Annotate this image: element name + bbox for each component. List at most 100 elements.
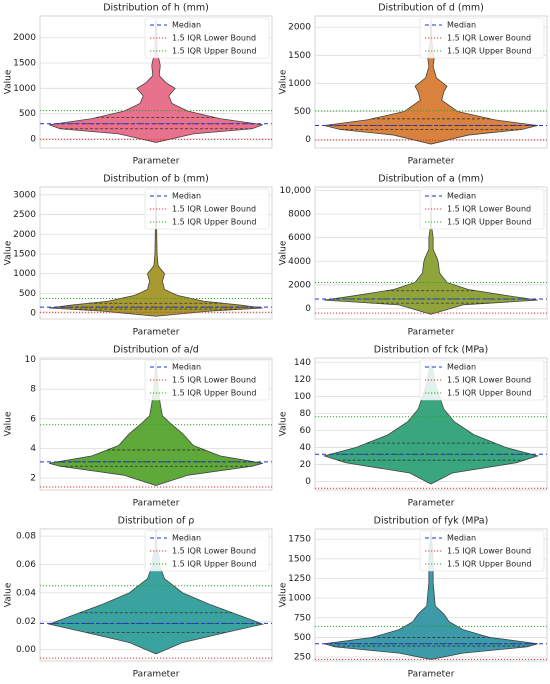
chart-title: Distribution of d (mm) [378, 3, 484, 14]
chart-title: Distribution of h (mm) [103, 3, 209, 14]
y-axis-label: Value [4, 582, 14, 607]
legend-label: 1.5 IQR Lower Bound [447, 34, 531, 43]
plot-frame [39, 15, 273, 149]
legend-label: 1.5 IQR Upper Bound [172, 389, 256, 398]
x-axis-label: Parameter [408, 157, 455, 167]
y-tick-label: 1250 [288, 574, 311, 584]
legend-label: Median [172, 21, 201, 30]
chart-title: Distribution of a (mm) [378, 174, 483, 185]
y-tick-label: 3000 [13, 190, 36, 200]
legend-label: 1.5 IQR Upper Bound [172, 560, 256, 569]
legend-box [144, 188, 270, 230]
x-axis-label: Parameter [408, 328, 455, 338]
y-tick-label: 4000 [288, 257, 311, 267]
y-axis-label: Value [4, 240, 14, 265]
y-tick-label: 2500 [13, 210, 36, 220]
legend-box [419, 359, 545, 401]
x-axis-label: Parameter [133, 670, 180, 680]
y-axis-label: Value [4, 411, 14, 436]
y-tick-label: 100 [294, 392, 311, 402]
y-tick-label: 2000 [13, 230, 36, 240]
legend-label: 1.5 IQR Upper Bound [172, 218, 256, 227]
y-tick-label: 750 [294, 613, 311, 623]
y-tick-label: 1000 [288, 594, 311, 604]
x-axis-label: Parameter [133, 157, 180, 167]
legend-label: Median [447, 534, 476, 543]
legend-label: 1.5 IQR Lower Bound [447, 376, 531, 385]
plot-frame [39, 357, 273, 491]
x-axis-label: Parameter [408, 670, 455, 680]
legend-box [419, 188, 545, 230]
y-tick-label: 40 [300, 443, 312, 453]
y-tick-label: 0.04 [16, 588, 36, 598]
y-tick-label: 4 [30, 444, 36, 454]
plot-frame [39, 528, 273, 662]
plot-frame [314, 186, 548, 320]
x-axis-label: Parameter [408, 499, 455, 509]
legend-label: 1.5 IQR Upper Bound [172, 47, 256, 56]
y-tick-label: 1000 [13, 84, 36, 94]
legend-box [144, 530, 270, 572]
legend-label: 1.5 IQR Lower Bound [447, 205, 531, 214]
legend-box [144, 359, 270, 401]
plot-frame [314, 528, 548, 662]
legend-label: 1.5 IQR Upper Bound [447, 47, 531, 56]
y-tick-label: 0.06 [16, 560, 36, 570]
legend-label: 1.5 IQR Lower Bound [172, 376, 256, 385]
y-tick-label: 6000 [288, 233, 311, 243]
plot-frame [39, 186, 273, 320]
y-tick-label: 0.02 [16, 617, 36, 627]
legend-label: Median [447, 192, 476, 201]
y-tick-label: 0 [305, 135, 311, 145]
y-tick-label: 1500 [13, 249, 36, 259]
legend-label: Median [447, 21, 476, 30]
legend-label: 1.5 IQR Lower Bound [172, 34, 256, 43]
legend-box [144, 17, 270, 59]
y-tick-label: 0.00 [16, 645, 36, 655]
y-tick-label: 2000 [288, 280, 311, 290]
chart-title: Distribution of ρ [118, 516, 195, 527]
chart-title: Distribution of b (mm) [103, 174, 209, 185]
legend-label: 1.5 IQR Upper Bound [447, 560, 531, 569]
y-tick-label: 1000 [13, 269, 36, 279]
y-tick-label: 80 [300, 409, 312, 419]
y-axis-label: Value [279, 411, 289, 436]
y-axis-label: Value [279, 69, 289, 94]
y-tick-label: 1500 [288, 554, 311, 564]
legend-label: 1.5 IQR Lower Bound [172, 547, 256, 556]
plot-frame [314, 357, 548, 491]
y-tick-label: 1500 [13, 59, 36, 69]
y-tick-label: 120 [294, 375, 311, 385]
legend-label: 1.5 IQR Upper Bound [447, 389, 531, 398]
y-tick-label: 0.08 [16, 532, 36, 542]
x-axis-label: Parameter [133, 499, 180, 509]
legend-label: Median [447, 363, 476, 372]
y-tick-label: 500 [294, 107, 311, 117]
y-tick-label: 1000 [288, 79, 311, 89]
y-tick-label: 10,000 [280, 186, 312, 196]
y-tick-label: 1750 [288, 535, 311, 545]
y-tick-label: 0 [305, 304, 311, 314]
legend-label: 1.5 IQR Lower Bound [172, 205, 256, 214]
y-tick-label: 1500 [288, 51, 311, 61]
chart-title: Distribution of a/d [113, 345, 199, 356]
y-tick-label: 0 [305, 477, 311, 487]
y-tick-label: 0 [30, 134, 36, 144]
legend-label: 1.5 IQR Upper Bound [447, 218, 531, 227]
y-tick-label: 8000 [288, 210, 311, 220]
y-tick-label: 2000 [288, 23, 311, 33]
y-tick-label: 20 [300, 460, 312, 470]
y-tick-label: 250 [294, 653, 311, 663]
y-tick-label: 140 [294, 358, 311, 368]
y-tick-label: 10 [25, 355, 37, 365]
legend-label: Median [172, 363, 201, 372]
legend-label: Median [172, 534, 201, 543]
chart-title: Distribution of fyk (MPa) [374, 516, 489, 527]
y-axis-label: Value [279, 582, 289, 607]
y-tick-label: 2 [30, 474, 36, 484]
y-tick-label: 2000 [13, 33, 36, 43]
x-axis-label: Parameter [133, 328, 180, 338]
legend-label: Median [172, 192, 201, 201]
y-tick-label: 8 [30, 385, 36, 395]
